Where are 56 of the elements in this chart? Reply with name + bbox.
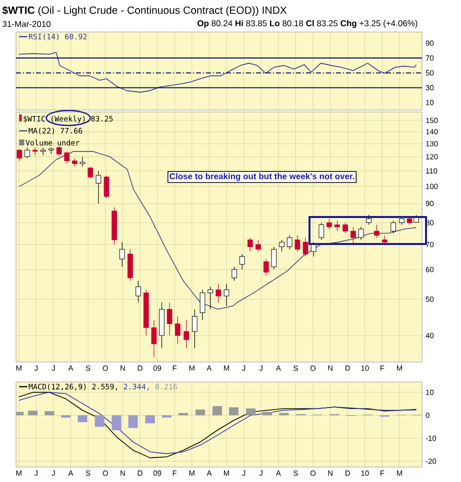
bar: [212, 406, 222, 416]
candlestick: [136, 280, 141, 303]
candlestick: [208, 286, 214, 310]
candlestick: [318, 222, 324, 240]
candlestick: [104, 175, 110, 199]
candlestick: [232, 266, 237, 282]
candlestick: [80, 156, 86, 167]
candlestick: [286, 235, 292, 250]
candlestick: [166, 302, 172, 336]
candlestick: [374, 224, 380, 238]
candlestick: [294, 235, 300, 252]
candlestick: [224, 283, 230, 306]
candlestick: [342, 222, 348, 234]
candlestick: [310, 242, 316, 257]
bar: [145, 415, 155, 424]
chart-title: $WTIC (Oil - Light Crude - Continuous Contract (EOD)) INDX: [2, 6, 287, 16]
candlestick: [216, 283, 222, 303]
bar: [94, 415, 104, 427]
candlestick: [358, 226, 364, 240]
candlestick: [175, 316, 180, 344]
candlestick: [326, 218, 332, 230]
candlestick: [128, 248, 133, 282]
candlestick: [271, 246, 277, 270]
candlestick: [256, 240, 261, 252]
candlestick: [239, 254, 245, 270]
candlestick: [366, 214, 372, 226]
bar: [44, 411, 54, 416]
candlestick: [334, 220, 340, 232]
candlestick: [279, 240, 284, 252]
candlestick: [390, 220, 396, 234]
candlestick: [302, 237, 308, 257]
candlestick: [200, 289, 206, 320]
candlestick: [263, 258, 269, 276]
bar: [246, 408, 256, 416]
bar: [262, 412, 272, 416]
bar: [78, 415, 88, 422]
candlestick: [119, 242, 125, 268]
bar: [112, 415, 122, 430]
bar: [28, 410, 38, 416]
chart-subtitle: 31-Mar-2010: [2, 20, 51, 27]
candlestick: [192, 308, 198, 349]
annotation: Close to breaking out but the week's not over.: [170, 173, 354, 181]
bar: [229, 407, 239, 416]
candlestick: [56, 146, 62, 156]
candlestick: [350, 226, 356, 245]
bar: [196, 410, 206, 416]
candlestick: [96, 170, 102, 204]
candlestick: [16, 148, 22, 162]
bar: [128, 415, 138, 428]
candlestick: [247, 237, 253, 252]
candlestick: [64, 151, 70, 164]
text: Op 80.24 Hi 83.85 Lo 80.18 Cl 83.25 Chg +3.25 (+4.06%): [198, 20, 418, 28]
candlestick: [88, 166, 94, 179]
candlestick: [184, 320, 190, 349]
candlestick: [151, 320, 157, 358]
candlestick: [24, 147, 30, 158]
